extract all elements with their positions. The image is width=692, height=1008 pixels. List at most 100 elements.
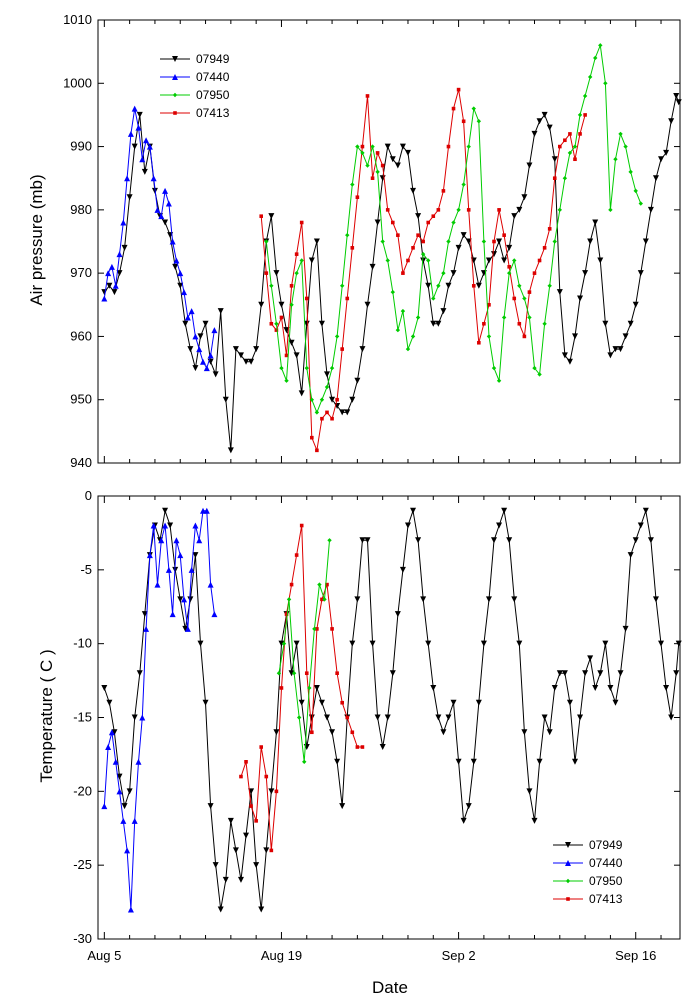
- data-point-07413: [304, 671, 309, 675]
- data-point-07949: [642, 507, 649, 514]
- data-point-07949: [496, 522, 503, 529]
- data-point-07949: [652, 175, 659, 182]
- data-point-07413: [522, 334, 527, 339]
- data-point-07950: [527, 315, 532, 320]
- data-point-07440: [200, 507, 207, 514]
- data-point-07950: [512, 258, 517, 263]
- data-point-07950: [420, 251, 426, 257]
- data-point-07949: [561, 352, 568, 359]
- data-point-07949: [111, 729, 118, 736]
- y-tick-label: 960: [70, 328, 92, 343]
- data-point-07413: [482, 321, 486, 326]
- data-point-07950: [296, 715, 302, 720]
- data-point-07413: [310, 730, 314, 735]
- data-point-07950: [360, 150, 365, 156]
- data-point-07949: [212, 862, 219, 869]
- data-point-07949: [298, 390, 305, 397]
- data-point-07413: [537, 258, 542, 263]
- data-point-07949: [384, 714, 391, 721]
- data-point-07950: [481, 239, 487, 244]
- data-point-07949: [450, 270, 457, 277]
- legend-marker: [172, 56, 178, 62]
- data-point-07949: [217, 308, 224, 315]
- data-point-07949: [430, 684, 437, 691]
- data-point-07950: [461, 182, 466, 187]
- data-point-07949: [577, 295, 584, 302]
- data-point-07950: [314, 410, 320, 415]
- data-point-07949: [243, 832, 250, 839]
- data-point-07440: [143, 625, 150, 632]
- data-point-07413: [421, 239, 425, 244]
- pressure-y-axis-title: Air pressure (mb): [27, 174, 46, 305]
- data-point-07949: [394, 162, 401, 169]
- data-point-07949: [485, 596, 492, 603]
- data-point-07440: [207, 581, 214, 588]
- data-point-07949: [126, 788, 133, 795]
- data-point-07949: [243, 358, 250, 365]
- data-point-07949: [475, 699, 482, 706]
- data-point-07413: [259, 214, 264, 218]
- data-point-07950: [608, 207, 613, 213]
- legend-label: 07950: [589, 874, 623, 888]
- data-point-07440: [105, 744, 112, 751]
- data-point-07440: [203, 365, 210, 372]
- legend-item-07413: 07413: [553, 892, 623, 906]
- data-point-07949: [349, 640, 356, 647]
- data-point-07413: [552, 176, 557, 181]
- data-point-07413: [310, 435, 314, 440]
- legend-label: 07949: [196, 52, 230, 66]
- data-point-07950: [537, 372, 542, 377]
- data-point-07949: [374, 219, 381, 226]
- data-point-07949: [131, 143, 138, 150]
- data-point-07949: [485, 257, 492, 264]
- data-point-07950: [289, 302, 294, 307]
- data-point-07949: [329, 396, 336, 403]
- data-point-07950: [322, 597, 327, 602]
- data-point-07440: [108, 729, 115, 736]
- data-point-07949: [668, 118, 675, 125]
- data-point-07949: [101, 289, 108, 296]
- data-point-07440: [200, 358, 207, 365]
- pressure-plot-frame: [97, 19, 681, 464]
- data-point-07950: [567, 150, 573, 156]
- series-line-07949: [103, 94, 680, 451]
- data-point-07949: [637, 522, 644, 529]
- y-tick-label: -25: [73, 857, 92, 872]
- data-point-07413: [315, 448, 319, 453]
- data-point-07950: [312, 626, 317, 632]
- data-point-07949: [318, 320, 325, 327]
- data-point-07949: [253, 346, 260, 353]
- data-point-07440: [105, 270, 112, 277]
- data-point-07413: [304, 296, 309, 301]
- data-point-07413: [269, 848, 274, 853]
- data-point-07949: [116, 270, 123, 277]
- data-point-07949: [541, 714, 548, 721]
- data-point-07413: [471, 284, 476, 288]
- data-point-07949: [253, 862, 260, 869]
- data-point-07949: [167, 522, 174, 529]
- data-point-07949: [491, 537, 498, 544]
- data-point-07413: [335, 671, 339, 675]
- data-point-07413: [264, 271, 269, 275]
- data-point-07949: [192, 365, 199, 372]
- date-x-axis-title: Date: [372, 978, 408, 997]
- data-point-07413: [264, 774, 269, 779]
- data-point-07949: [556, 289, 563, 296]
- data-point-07949: [612, 346, 619, 353]
- data-point-07440: [112, 282, 119, 289]
- data-point-07949: [106, 282, 113, 289]
- legend-label: 07440: [589, 856, 623, 870]
- data-point-07440: [112, 758, 119, 765]
- data-point-07949: [491, 251, 498, 258]
- data-point-07440: [127, 130, 134, 137]
- data-point-07950: [547, 283, 552, 288]
- data-point-07949: [415, 213, 422, 220]
- data-point-07949: [182, 320, 189, 327]
- data-point-07413: [274, 789, 279, 794]
- data-point-07440: [135, 124, 142, 131]
- data-point-07949: [647, 537, 654, 544]
- data-point-07440: [165, 566, 172, 573]
- data-point-07440: [177, 552, 184, 559]
- data-point-07949: [675, 640, 682, 647]
- data-point-07950: [446, 239, 451, 244]
